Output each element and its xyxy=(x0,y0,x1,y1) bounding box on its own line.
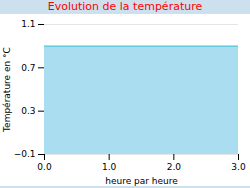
svg-text:3.0: 3.0 xyxy=(231,162,246,172)
svg-text:0.7: 0.7 xyxy=(21,63,35,73)
svg-text:0.3: 0.3 xyxy=(21,106,35,116)
svg-text:1.0: 1.0 xyxy=(102,162,117,172)
html-text:Evolution de la température: Evolution de la température xyxy=(47,0,203,13)
svg-text:Température en °C: Température en °C xyxy=(2,47,12,133)
svg-text:heure par heure: heure par heure xyxy=(105,176,178,186)
svg-text:0.0: 0.0 xyxy=(37,162,52,172)
svg-text:−0.1: −0.1 xyxy=(14,149,36,159)
svg-text:2.0: 2.0 xyxy=(167,162,182,172)
svg-text:1.1: 1.1 xyxy=(21,19,35,29)
